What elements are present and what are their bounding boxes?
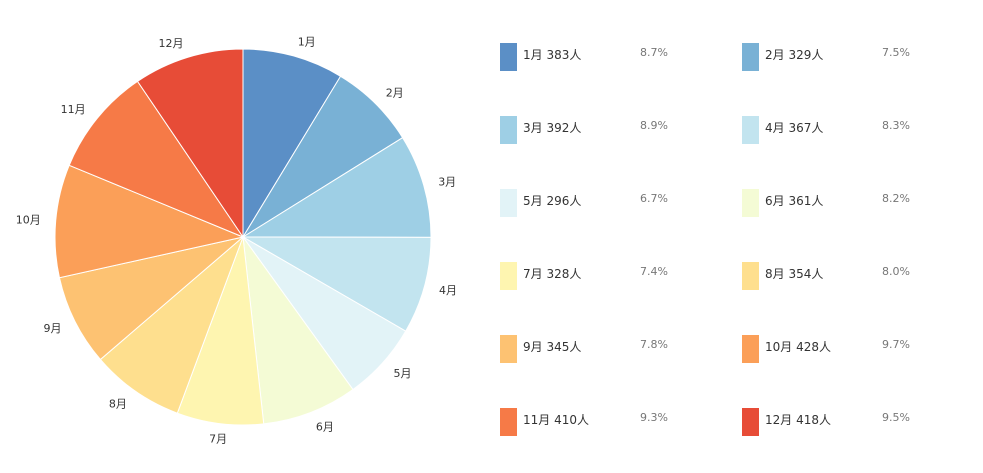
pie-slice[interactable] xyxy=(136,48,244,239)
legend-swatch xyxy=(500,408,517,436)
legend-percentage: 8.2% xyxy=(882,192,910,205)
legend-label: 6月 361人 xyxy=(765,194,824,208)
legend-item[interactable]: 5月 296人 6.7% xyxy=(500,189,730,217)
legend-item[interactable]: 9月 345人 7.8% xyxy=(500,335,730,363)
legend-swatch xyxy=(742,262,759,290)
legend-label: 11月 410人 xyxy=(523,413,589,427)
legend-swatch xyxy=(500,189,517,217)
pie-slice[interactable] xyxy=(68,80,245,239)
slice-label: 8月 xyxy=(109,398,127,411)
legend-label: 5月 296人 xyxy=(523,194,582,208)
legend-percentage: 7.8% xyxy=(640,338,668,351)
legend-swatch xyxy=(742,43,759,71)
slice-label: 11月 xyxy=(61,103,86,116)
legend-item[interactable]: 1月 383人 8.7% xyxy=(500,43,730,71)
slice-label: 7月 xyxy=(209,433,227,446)
legend-percentage: 9.3% xyxy=(640,411,668,424)
legend-label: 3月 392人 xyxy=(523,121,582,135)
slice-label: 5月 xyxy=(394,367,412,380)
slice-label: 6月 xyxy=(316,420,334,433)
slice-label: 9月 xyxy=(44,322,62,335)
legend-item[interactable]: 7月 328人 7.4% xyxy=(500,262,730,290)
legend-swatch xyxy=(742,408,759,436)
legend-percentage: 6.7% xyxy=(640,192,668,205)
legend-item[interactable]: 6月 361人 8.2% xyxy=(742,189,972,217)
slice-label: 10月 xyxy=(16,214,41,227)
pie-slice[interactable] xyxy=(99,236,244,414)
legend-label: 8月 354人 xyxy=(765,267,824,281)
legend-swatch xyxy=(500,335,517,363)
pie-slice[interactable] xyxy=(242,48,342,239)
slice-label: 2月 xyxy=(386,87,404,100)
legend-label: 12月 418人 xyxy=(765,413,831,427)
slice-label: 4月 xyxy=(439,284,457,297)
legend-item[interactable]: 11月 410人 9.3% xyxy=(500,408,730,436)
legend-label: 2月 329人 xyxy=(765,48,824,62)
pie-slice[interactable] xyxy=(241,236,432,332)
legend-label: 4月 367人 xyxy=(765,121,824,135)
legend-percentage: 9.5% xyxy=(882,411,910,424)
pie-chart: 1月 2月 3月 4月 5月 6月 7月 8月 9月 10月 11月 12月 xyxy=(16,36,457,446)
legend-swatch xyxy=(742,335,759,363)
legend-swatch xyxy=(742,116,759,144)
legend-label: 1月 383人 xyxy=(523,48,582,62)
legend-item[interactable]: 12月 418人 9.5% xyxy=(742,408,972,436)
legend-item[interactable]: 8月 354人 8.0% xyxy=(742,262,972,290)
legend-item[interactable]: 4月 367人 8.3% xyxy=(742,116,972,144)
legend-swatch xyxy=(500,116,517,144)
legend-swatch xyxy=(742,189,759,217)
slice-label: 12月 xyxy=(159,37,184,50)
pie-slice[interactable] xyxy=(241,136,432,238)
legend-item[interactable]: 3月 392人 8.9% xyxy=(500,116,730,144)
legend-label: 10月 428人 xyxy=(765,340,831,354)
legend-percentage: 7.4% xyxy=(640,265,668,278)
pie-slice[interactable] xyxy=(54,164,245,279)
slice-label: 3月 xyxy=(438,175,456,188)
legend-percentage: 8.0% xyxy=(882,265,910,278)
legend-percentage: 8.3% xyxy=(882,119,910,132)
legend-percentage: 7.5% xyxy=(882,46,910,59)
legend-label: 9月 345人 xyxy=(523,340,582,354)
legend-percentage: 8.9% xyxy=(640,119,668,132)
legend-item[interactable]: 10月 428人 9.7% xyxy=(742,335,972,363)
legend-percentage: 8.7% xyxy=(640,46,668,59)
legend-item[interactable]: 2月 329人 7.5% xyxy=(742,43,972,71)
slice-label: 1月 xyxy=(298,36,316,49)
pie-slice[interactable] xyxy=(242,235,354,425)
legend-swatch xyxy=(500,262,517,290)
legend-label: 7月 328人 xyxy=(523,267,582,281)
legend-swatch xyxy=(500,43,517,71)
legend-percentage: 9.7% xyxy=(882,338,910,351)
